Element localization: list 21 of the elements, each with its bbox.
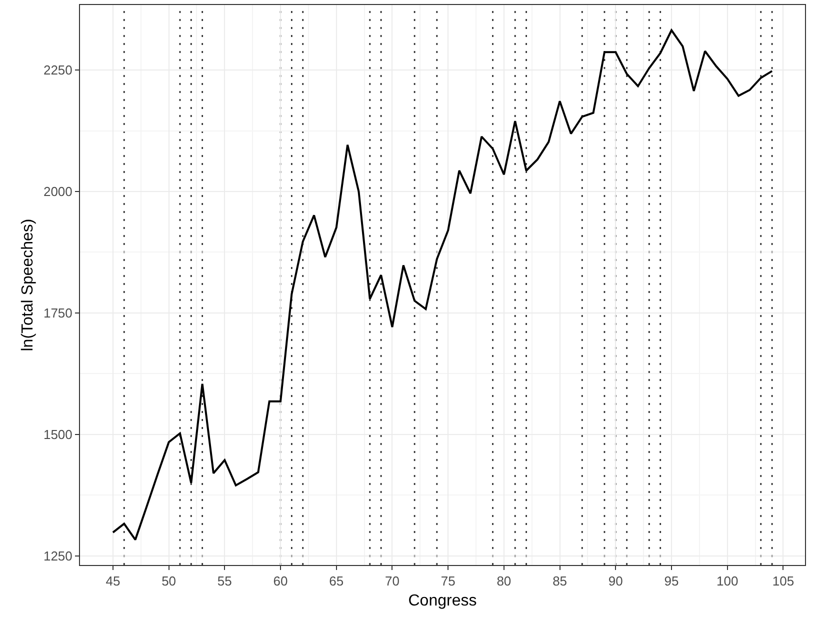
x-tick-label: 60 [273, 574, 288, 589]
x-tick-label: 100 [716, 574, 738, 589]
x-axis-title: Congress [408, 592, 477, 610]
x-tick-label: 90 [608, 574, 623, 589]
x-tick-label: 95 [664, 574, 679, 589]
x-tick-label: 50 [162, 574, 176, 589]
y-tick-label: 1750 [43, 305, 72, 320]
y-axis-title: ln(Total Speeches) [19, 218, 36, 352]
y-tick-label: 2000 [43, 184, 72, 200]
y-tick-label: 2250 [43, 62, 72, 78]
x-tick-label: 75 [440, 574, 456, 589]
x-tick-label: 70 [384, 574, 400, 589]
x-tick-label: 65 [329, 574, 344, 589]
x-tick-label: 45 [106, 574, 120, 589]
line-series [112, 29, 774, 541]
x-tick-label: 85 [552, 574, 568, 589]
y-tick-label: 1250 [43, 548, 72, 564]
x-tick-label: 55 [217, 574, 232, 589]
x-tick-label: 80 [496, 574, 512, 589]
y-tick-label: 1500 [43, 426, 72, 442]
x-tick-label: 105 [772, 574, 794, 589]
